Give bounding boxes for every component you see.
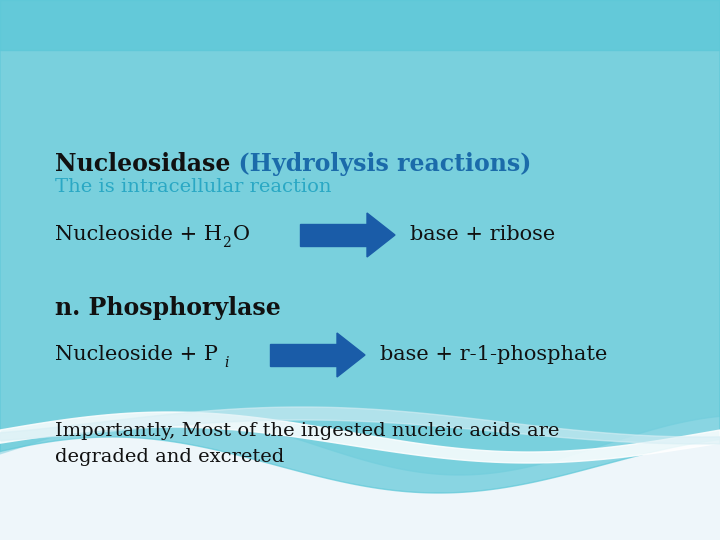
- Text: 2: 2: [222, 236, 230, 250]
- Text: Nucleoside + P: Nucleoside + P: [55, 346, 218, 365]
- Polygon shape: [337, 333, 365, 377]
- Polygon shape: [367, 213, 395, 257]
- Text: base + r-1-phosphate: base + r-1-phosphate: [380, 346, 608, 365]
- Text: i: i: [224, 356, 228, 370]
- Text: (Hydrolysis reactions): (Hydrolysis reactions): [222, 152, 531, 176]
- Text: Importantly, Most of the ingested nucleic acids are
degraded and excreted: Importantly, Most of the ingested nuclei…: [55, 422, 559, 467]
- Text: Nucleosidase: Nucleosidase: [55, 152, 230, 176]
- Bar: [300, 224, 367, 246]
- Text: Nucleoside + H: Nucleoside + H: [55, 226, 222, 245]
- Bar: [270, 344, 337, 366]
- Text: The is intracellular reaction: The is intracellular reaction: [55, 178, 331, 196]
- Text: n. Phosphorylase: n. Phosphorylase: [55, 296, 281, 320]
- Text: O: O: [233, 226, 250, 245]
- Text: base + ribose: base + ribose: [410, 226, 555, 245]
